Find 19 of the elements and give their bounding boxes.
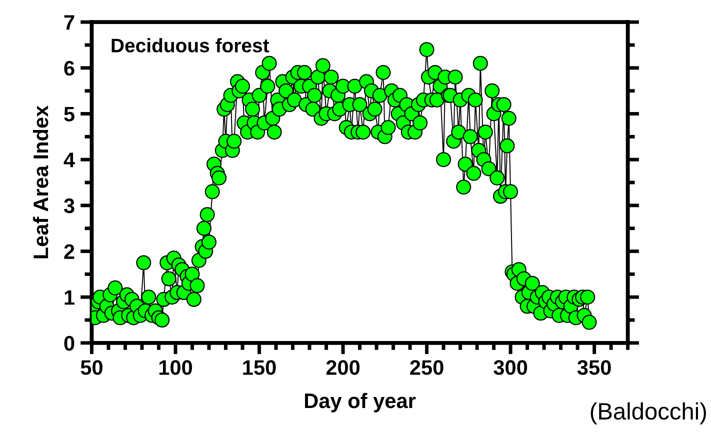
y-tick-label: 1 <box>64 290 74 305</box>
y-tick-label: 5 <box>64 106 74 122</box>
y-tick-label: 3 <box>64 198 74 214</box>
x-tick-label: 300 <box>494 360 528 375</box>
y-tick-label: 2 <box>64 244 74 259</box>
y-tick-label: 4 <box>64 152 75 168</box>
text: Deciduous forest <box>112 38 270 52</box>
y-axis-title: Leaf Area Index <box>32 105 48 258</box>
x-tick-label: 250 <box>410 360 444 375</box>
x-tick-label: 100 <box>159 360 192 375</box>
x-tick-label: 150 <box>243 360 276 375</box>
x-tick-label: 50 <box>80 360 102 375</box>
text: (Baldocchi) <box>590 402 706 424</box>
x-tick-label: 200 <box>326 360 360 375</box>
x-axis-title: Day of year <box>305 392 416 412</box>
y-tick-label: 6 <box>64 60 74 76</box>
y-tick-label: 0 <box>64 336 74 351</box>
x-tick-label: 350 <box>577 360 611 375</box>
y-tick-label: 7 <box>64 15 74 30</box>
